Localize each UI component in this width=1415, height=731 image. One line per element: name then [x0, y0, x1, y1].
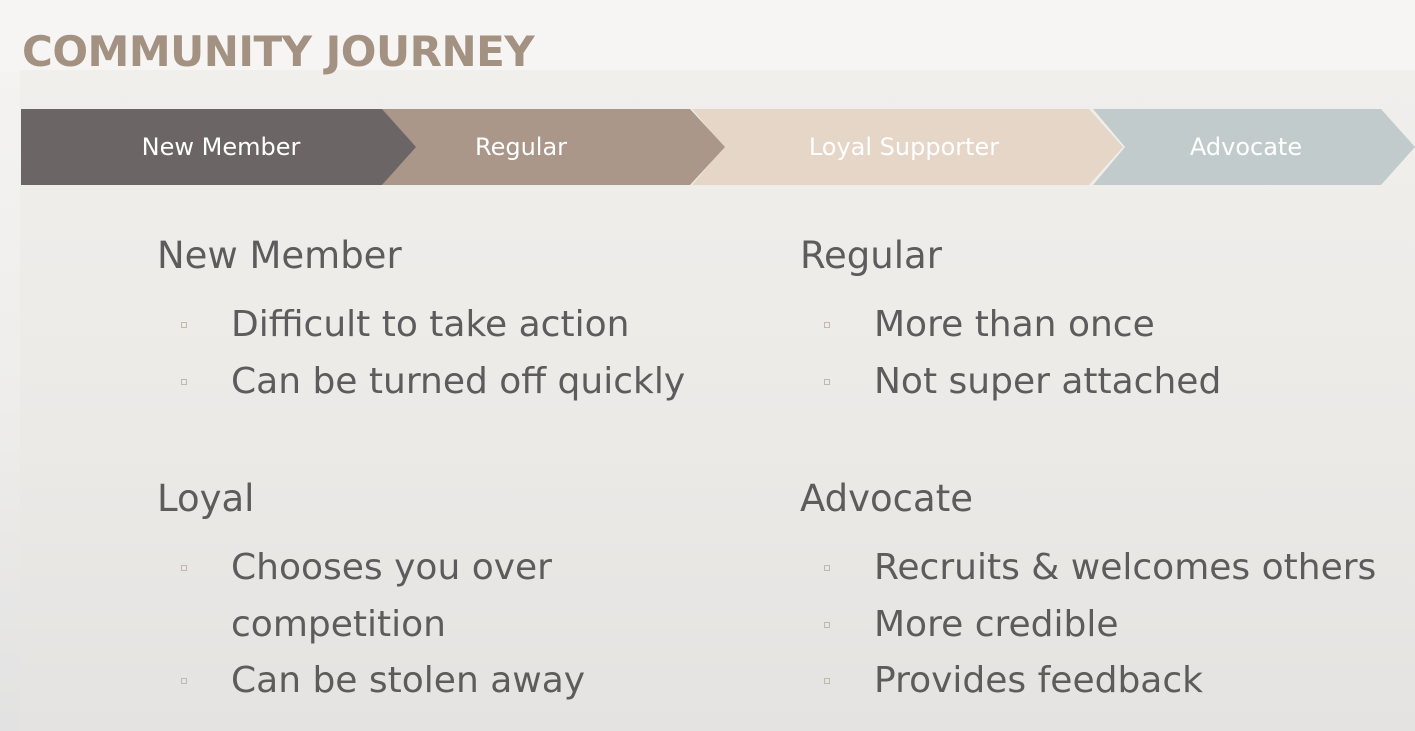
bullet-text: Chooses you over competition	[231, 547, 552, 645]
stage-arrow-loyal-supporter	[692, 109, 1123, 185]
block-heading: Regular	[800, 234, 942, 277]
bullet-text: Provides feedback	[874, 660, 1203, 701]
bullet-list: Recruits & welcomes others More credible…	[800, 540, 1414, 710]
bullet-item: Not super attached	[800, 354, 1344, 411]
stage-block-new-member: New Member Difficult to take action Can …	[157, 234, 701, 410]
slide-left-edge	[0, 72, 20, 731]
bullet-marker-icon	[181, 678, 187, 684]
bullet-item: Can be stolen away	[157, 653, 701, 710]
bullet-text: Not super attached	[874, 360, 1222, 402]
bullet-list: More than once Not super attached	[800, 297, 1344, 410]
bullet-text: More credible	[874, 603, 1119, 645]
bullet-item: Provides feedback	[800, 653, 1344, 710]
stage-arrows	[21, 109, 1415, 185]
stage-label-new-member: New Member	[141, 133, 301, 161]
stage-arrow-advocate	[1093, 109, 1415, 185]
bullet-item: Recruits & welcomes others	[800, 540, 1414, 597]
slide-title: COMMUNITY JOURNEY	[22, 27, 535, 76]
bullet-marker-icon	[824, 678, 830, 684]
bullet-marker-icon	[181, 322, 187, 328]
stage-block-loyal: Loyal Chooses you over competition Can b…	[157, 477, 701, 710]
stage-arrow-new-member	[21, 109, 416, 185]
stage-block-advocate: Advocate Recruits & welcomes others More…	[800, 477, 1414, 710]
stage-label-loyal-supporter: Loyal Supporter	[808, 133, 1000, 161]
top-band	[0, 0, 1415, 72]
journey-stage-bar: New Member Regular Loyal Supporter Advoc…	[21, 109, 1415, 185]
bullet-marker-icon	[824, 621, 830, 628]
bullet-text: Recruits & welcomes others	[874, 547, 1377, 588]
bullet-item: Chooses you over competition	[157, 540, 581, 653]
bullet-marker-icon	[824, 565, 830, 571]
block-heading: Advocate	[800, 477, 973, 520]
bullet-item: More than once	[800, 297, 1344, 354]
bullet-marker-icon	[181, 378, 187, 385]
block-heading: Loyal	[157, 477, 255, 520]
bullet-list: Difficult to take action Can be turned o…	[157, 297, 701, 410]
block-heading: New Member	[157, 234, 402, 277]
bullet-marker-icon	[181, 565, 187, 571]
bullet-marker-icon	[824, 322, 830, 328]
stage-block-regular: Regular More than once Not super attache…	[800, 234, 1344, 410]
bullet-text: Can be stolen away	[231, 660, 586, 701]
stage-label-regular: Regular	[474, 133, 568, 161]
bullet-text: More than once	[874, 304, 1155, 345]
bullet-text: Can be turned off quickly	[231, 360, 686, 402]
bullet-marker-icon	[824, 378, 830, 385]
stage-arrow-regular	[382, 109, 725, 185]
bullet-list: Chooses you over competition Can be stol…	[157, 540, 701, 710]
bullet-item: More credible	[800, 597, 1344, 654]
bullet-item: Difficult to take action	[157, 297, 701, 354]
bullet-text: Difficult to take action	[231, 304, 630, 345]
stage-label-advocate: Advocate	[1189, 133, 1303, 161]
bullet-item: Can be turned off quickly	[157, 354, 701, 411]
